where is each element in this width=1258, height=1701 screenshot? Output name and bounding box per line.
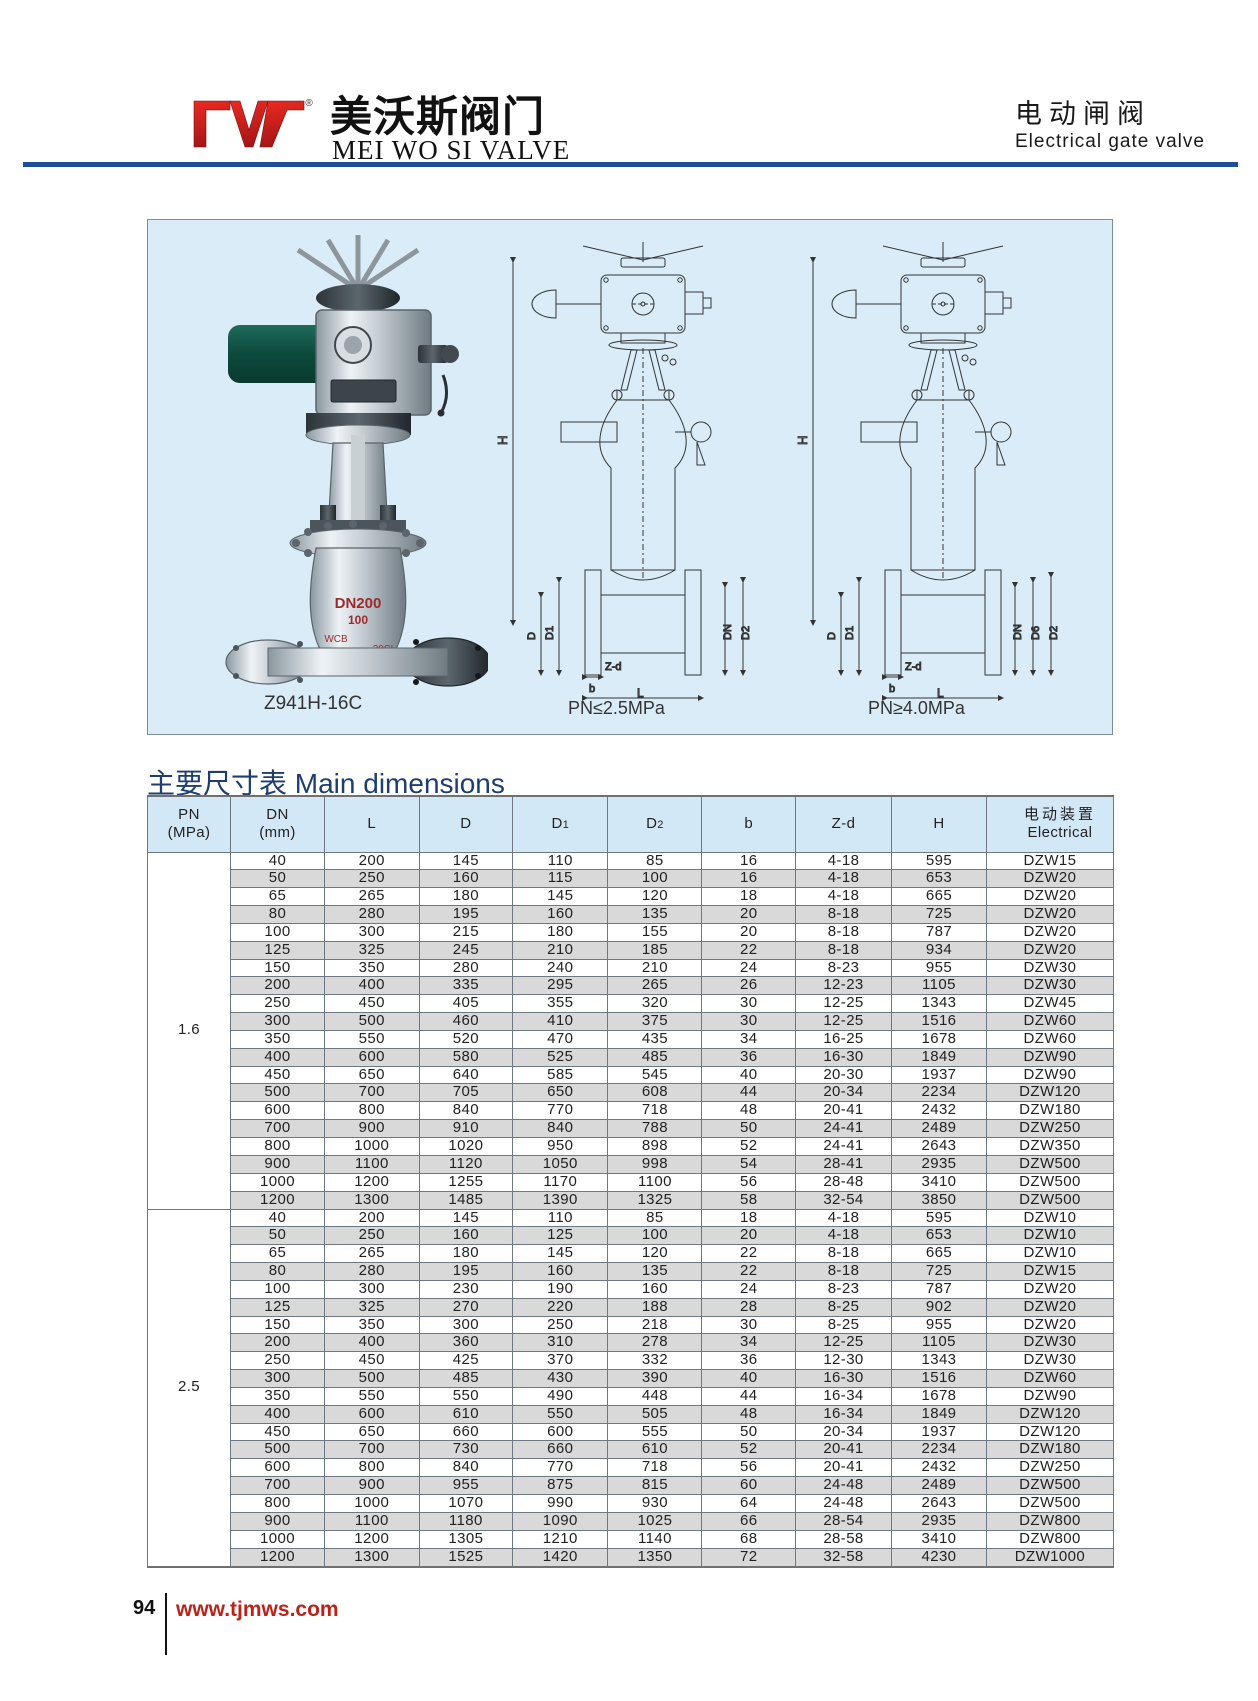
svg-text:100: 100 bbox=[348, 613, 368, 627]
svg-text:H: H bbox=[795, 436, 810, 445]
svg-text:D1: D1 bbox=[544, 626, 556, 640]
svg-text:D: D bbox=[526, 632, 538, 640]
svg-text:D6: D6 bbox=[1030, 626, 1042, 640]
svg-text:D1: D1 bbox=[844, 626, 856, 640]
svg-text:D: D bbox=[826, 632, 838, 640]
svg-text:D2: D2 bbox=[740, 626, 752, 640]
svg-text:WCB: WCB bbox=[324, 634, 348, 645]
svg-text:®: ® bbox=[305, 98, 313, 109]
svg-text:b: b bbox=[589, 683, 595, 695]
svg-text:b: b bbox=[889, 683, 895, 695]
svg-text:Z-d: Z-d bbox=[605, 661, 622, 673]
svg-text:DN200: DN200 bbox=[335, 595, 382, 612]
svg-text:D2: D2 bbox=[1048, 626, 1060, 640]
svg-text:DN: DN bbox=[722, 624, 734, 640]
svg-text:DN: DN bbox=[1012, 624, 1024, 640]
svg-text:H: H bbox=[495, 436, 510, 445]
svg-text:Z-d: Z-d bbox=[905, 661, 922, 673]
